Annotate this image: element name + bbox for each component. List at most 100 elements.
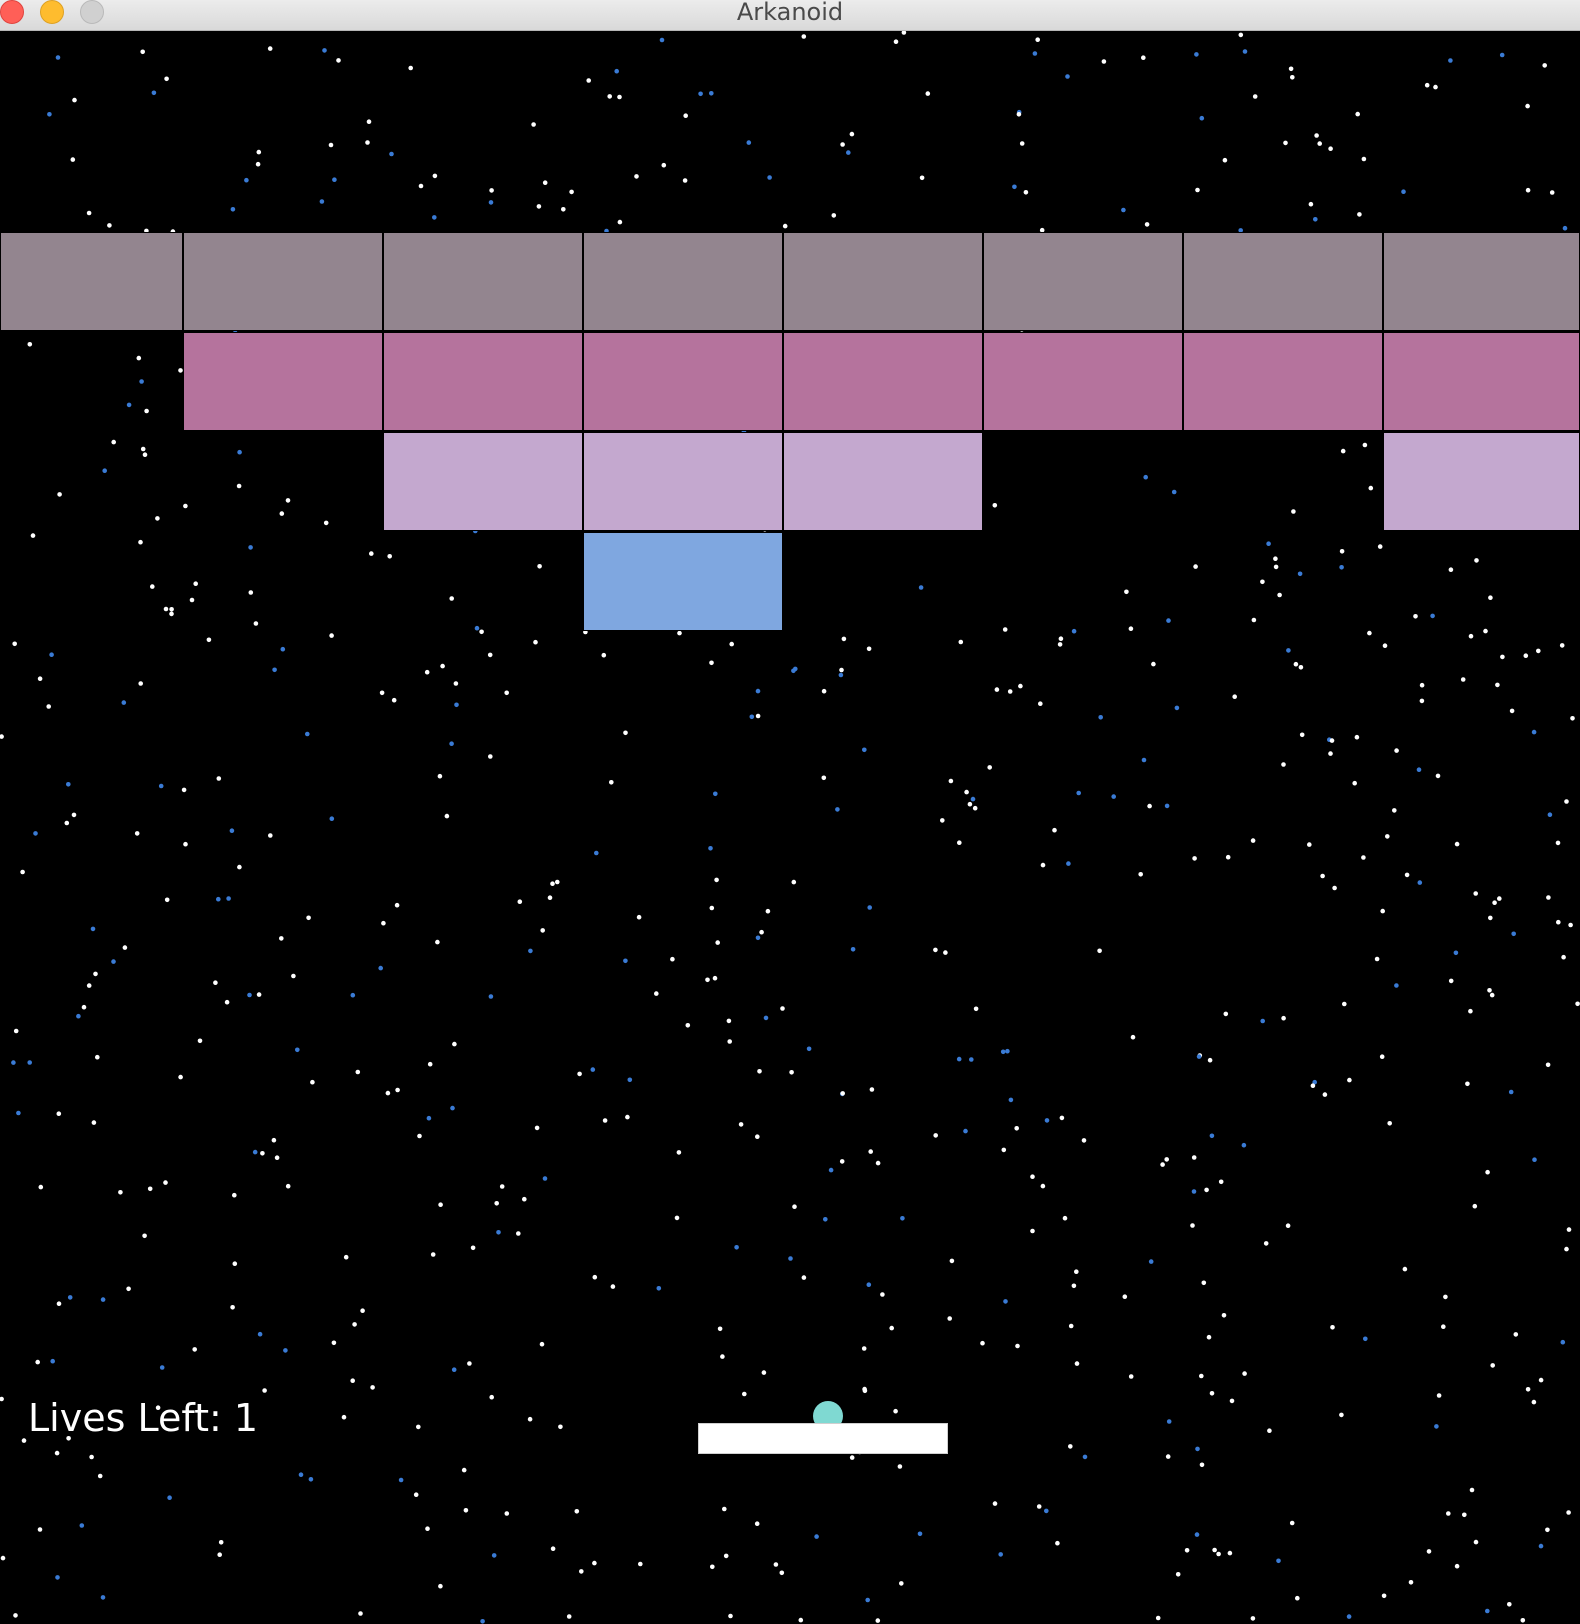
star [229,828,235,833]
star [1297,571,1303,577]
star [1035,37,1040,42]
star [867,905,872,910]
star [862,1388,868,1394]
game-canvas[interactable]: Lives Left: 1 [0,31,1580,1624]
star [398,1477,404,1483]
star [1128,626,1134,631]
star [940,818,945,823]
star [973,1006,979,1012]
star [1008,1097,1014,1103]
star [574,1509,580,1514]
star [139,379,144,384]
star [849,131,855,137]
star [709,660,714,666]
star [159,1365,165,1370]
star [66,782,71,787]
close-button[interactable] [0,0,24,24]
star [840,1091,845,1096]
star [164,897,170,903]
star [378,965,384,971]
star [1166,1419,1172,1424]
star [980,1340,985,1346]
star [138,539,143,545]
paddle[interactable] [698,1423,948,1454]
star [1525,103,1530,109]
star [841,636,847,642]
star [126,402,132,408]
minimize-button[interactable] [40,0,64,24]
star [1074,1269,1079,1274]
star [1175,1572,1181,1577]
star [408,65,414,71]
star [972,805,978,811]
star [1404,872,1410,878]
star [268,833,273,838]
star [1507,1602,1512,1607]
star [1538,1543,1544,1549]
star [37,676,43,681]
star [792,1204,797,1209]
star [461,1467,467,1473]
star [136,355,142,361]
star [738,1122,744,1127]
star [90,926,96,932]
brick [583,332,783,431]
star [181,787,187,793]
star [1361,855,1366,860]
star [1511,931,1516,937]
star [1101,59,1107,64]
star [791,879,797,885]
star [310,1079,315,1085]
star [754,1521,760,1526]
star [757,1069,762,1074]
star [1394,748,1399,753]
star [1468,633,1474,639]
star [823,1217,828,1222]
star [451,1367,457,1372]
star [1499,52,1505,58]
star [163,606,169,612]
star [50,1358,55,1364]
star [1570,716,1575,721]
star [0,1396,4,1402]
star [358,1611,363,1616]
star [237,449,242,455]
star [1076,790,1081,796]
star [1250,1616,1256,1621]
zoom-button[interactable] [80,0,104,24]
star [224,999,230,1005]
star [893,39,899,44]
star [821,775,827,781]
star [350,1378,356,1383]
star [217,1552,222,1557]
star [1204,1187,1209,1193]
star [232,1192,237,1198]
star [614,68,619,74]
star [586,78,591,83]
star [964,789,969,795]
star [1289,1520,1295,1526]
star [1417,880,1423,885]
star [21,1438,27,1443]
star [861,1346,867,1351]
star [305,731,310,737]
star [0,734,4,739]
star [1564,799,1569,804]
star [821,688,827,694]
star [274,1155,280,1160]
star [661,162,667,168]
star [56,1301,62,1306]
star [1430,613,1435,619]
star [155,1405,161,1410]
star [140,446,146,452]
star [1394,983,1399,988]
brick [1183,332,1383,431]
star [1238,32,1244,38]
star [13,1613,18,1618]
star [590,1067,596,1072]
star [1435,773,1441,779]
star [943,950,948,955]
star [370,1385,375,1390]
star [38,1184,44,1190]
star [1317,141,1322,146]
